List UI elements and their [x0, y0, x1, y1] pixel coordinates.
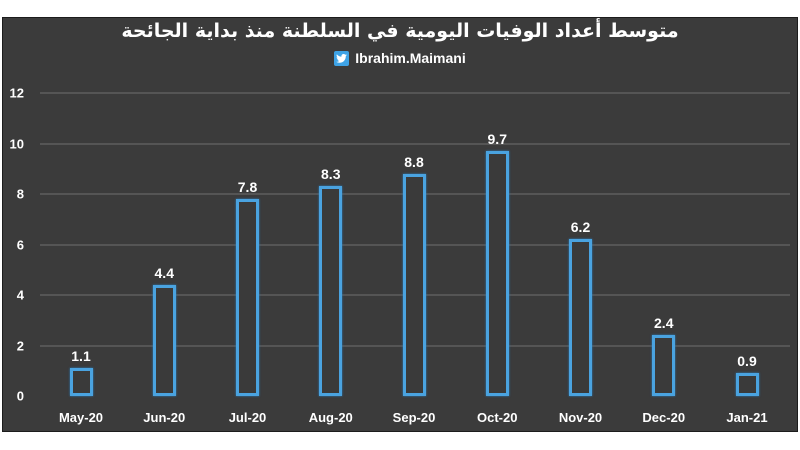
- twitter-icon: [334, 50, 350, 66]
- x-tick-label: Sep-20: [392, 410, 436, 425]
- bar-value-label: 9.7: [487, 131, 507, 148]
- bar-jun-20: [152, 284, 176, 396]
- chart-title: متوسط أعداد الوفيات اليومية في السلطنة م…: [121, 20, 679, 42]
- gridline: [40, 92, 790, 94]
- bar-value-label: 7.8: [237, 179, 258, 196]
- bar-value-label: 2.4: [654, 315, 674, 332]
- bar-may-20: [69, 368, 93, 396]
- bar-jan-21: [735, 373, 759, 396]
- y-tick-label: 10: [9, 136, 24, 151]
- y-tick-label: 4: [16, 287, 24, 303]
- x-tick-label: Nov-20: [558, 410, 603, 425]
- bar-value-label: 4.4: [154, 264, 174, 281]
- y-tick-label: 6: [16, 237, 24, 252]
- chart-panel: [2, 17, 798, 432]
- bar-aug-20: [319, 186, 343, 396]
- x-tick-label: Dec-20: [642, 410, 686, 425]
- x-tick-label: Jul-20: [228, 410, 267, 425]
- bar-sep-20: [402, 173, 426, 396]
- bar-value-label: 8.8: [404, 153, 424, 170]
- x-tick-label: Jun-20: [143, 410, 186, 425]
- y-tick-label: 8: [16, 186, 24, 202]
- y-tick-label: 2: [16, 338, 24, 353]
- bar-value-label: 0.9: [737, 353, 757, 370]
- bar-nov-20: [569, 239, 592, 396]
- x-tick-label: May-20: [58, 410, 104, 425]
- bar-dec-20: [652, 335, 676, 396]
- bar-oct-20: [485, 151, 509, 396]
- author-handle: Ibrahim.Maimani: [0, 50, 800, 66]
- y-tick-label: 12: [9, 85, 24, 101]
- x-tick-label: Aug-20: [308, 410, 353, 425]
- bar-value-label: 1.1: [71, 348, 91, 365]
- bar-jul-20: [236, 199, 259, 396]
- bar-value-label: 6.2: [570, 219, 591, 236]
- handle-text: Ibrahim.Maimani: [355, 50, 466, 66]
- x-tick-label: Jan-21: [726, 410, 768, 425]
- gridline: [40, 142, 790, 145]
- x-tick-label: Oct-20: [477, 410, 518, 425]
- bar-value-label: 8.3: [321, 166, 341, 183]
- y-tick-label: 0: [16, 388, 24, 404]
